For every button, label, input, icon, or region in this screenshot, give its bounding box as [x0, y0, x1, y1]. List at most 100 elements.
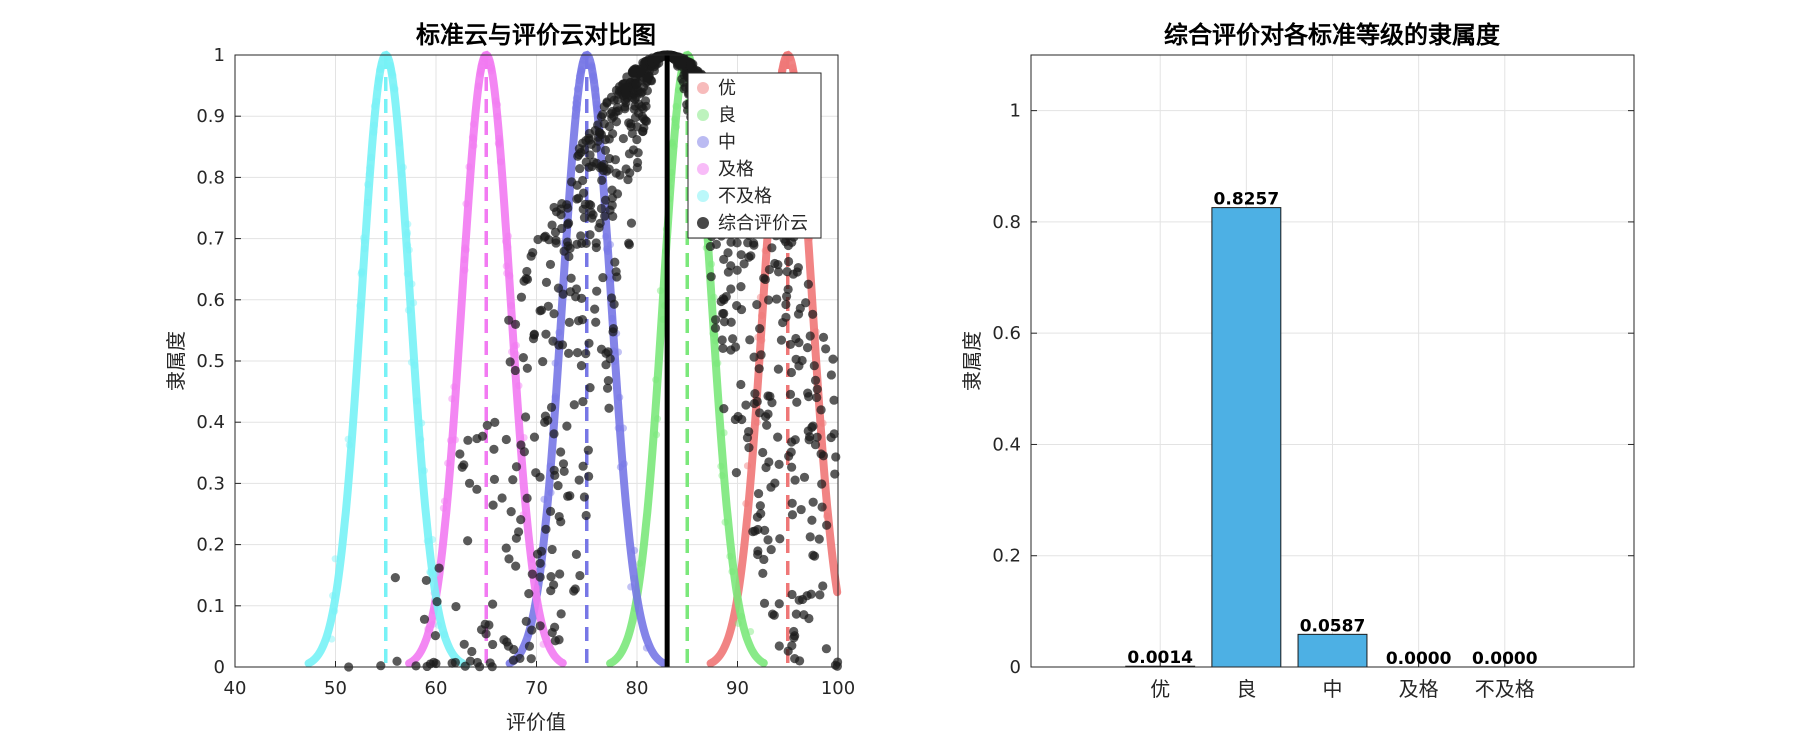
cloud-drop [465, 163, 473, 171]
evaluation-drop [569, 586, 579, 596]
cloud-drop [461, 266, 469, 274]
cloud-drop [404, 306, 413, 314]
evaluation-drop [621, 164, 631, 174]
evaluation-drop [546, 402, 557, 413]
legend-marker [697, 109, 709, 121]
cloud-drop [375, 74, 383, 82]
cloud-drop [780, 60, 788, 68]
cloud-drop [478, 57, 487, 66]
evaluation-drop [772, 294, 782, 304]
evaluation-drop [578, 175, 588, 186]
cloud-drop [616, 393, 624, 401]
evaluation-drop [818, 332, 829, 342]
evaluation-drop [821, 344, 831, 354]
cloud-drop [429, 620, 437, 628]
evaluation-drop [578, 461, 588, 471]
left-y-axis-label: 隶属度 [164, 331, 188, 391]
cloud-drop [667, 168, 676, 177]
cloud-drop [778, 66, 786, 74]
cloud-drop [571, 104, 580, 112]
evaluation-drop [786, 367, 797, 378]
evaluation-drop [636, 88, 646, 99]
evaluation-drop [533, 234, 543, 245]
evaluation-drop [607, 185, 617, 195]
evaluation-drop [759, 598, 770, 608]
evaluation-drop [787, 498, 797, 508]
evaluation-drop [497, 493, 507, 503]
legend-marker [697, 163, 709, 175]
evaluation-drop [557, 198, 567, 209]
evaluation-drop [736, 379, 746, 390]
y-tick-label: 1 [1010, 101, 1021, 122]
x-tick-label: 50 [324, 678, 347, 699]
cloud-drop [540, 495, 548, 503]
cloud-drop [589, 72, 597, 80]
evaluation-drop [752, 396, 762, 407]
x-tick-label: 60 [425, 678, 448, 699]
cloud-drop [365, 170, 373, 178]
evaluation-drop [773, 260, 783, 270]
cloud-drop [413, 397, 421, 405]
evaluation-drop [603, 375, 613, 386]
bar-value-label: 0.0014 [1127, 648, 1193, 668]
evaluation-drop [546, 571, 556, 582]
cloud-drop [788, 64, 797, 72]
evaluation-drop [597, 175, 607, 185]
cloud-drop [504, 243, 512, 251]
evaluation-drop [774, 641, 784, 651]
cloud-drop [573, 85, 582, 93]
evaluation-drop [555, 569, 565, 579]
cloud-drop [468, 133, 477, 141]
evaluation-drop [791, 333, 801, 344]
y-tick-label: 1 [214, 45, 225, 66]
cloud-drop [756, 332, 764, 340]
cloud-drop [593, 104, 601, 112]
cloud-drop [428, 535, 437, 544]
evaluation-drop [522, 266, 532, 277]
evaluation-drop [541, 329, 551, 339]
cloud-drop [344, 435, 352, 443]
evaluation-drop [805, 532, 815, 542]
cloud-drop [407, 358, 416, 366]
evaluation-drop [488, 500, 498, 510]
cloud-drop [469, 120, 478, 128]
cloud-drop [377, 64, 385, 72]
evaluation-drop [752, 300, 762, 310]
evaluation-drop [754, 364, 764, 374]
cloud-drop [577, 66, 585, 74]
cloud-drop [742, 499, 750, 508]
evaluation-drop [784, 451, 794, 461]
evaluation-drop [591, 317, 601, 327]
evaluation-drop [421, 575, 431, 586]
cloud-drop [405, 246, 413, 254]
evaluation-drop [782, 267, 792, 277]
x-tick-label: 良 [1236, 677, 1256, 701]
cloud-drop [492, 97, 500, 105]
cloud-drop [506, 272, 514, 280]
cloud-drop [398, 170, 406, 178]
cloud-drop [417, 435, 425, 444]
evaluation-drop [501, 434, 511, 445]
evaluation-drop [624, 118, 634, 128]
cloud-drop [502, 237, 510, 245]
evaluation-drop [614, 82, 625, 92]
evaluation-drop [610, 257, 620, 267]
cloud-drop [577, 66, 585, 74]
evaluation-drop [463, 435, 473, 445]
evaluation-drop [817, 479, 827, 489]
y-tick-label: 0.5 [196, 351, 225, 372]
evaluation-drop [540, 417, 550, 428]
cloud-drop [672, 102, 680, 110]
cloud-drop [494, 139, 502, 147]
evaluation-drop [705, 241, 715, 252]
legend-marker [697, 82, 709, 94]
cloud-drop [370, 128, 378, 136]
cloud-drop [590, 76, 598, 85]
evaluation-drop [489, 474, 500, 484]
cloud-drop [439, 504, 448, 512]
cloud-drop [602, 245, 611, 253]
cloud-drop [746, 627, 755, 636]
cloud-drop [743, 462, 752, 470]
evaluation-drop [789, 626, 799, 637]
evaluation-drop [556, 609, 566, 619]
